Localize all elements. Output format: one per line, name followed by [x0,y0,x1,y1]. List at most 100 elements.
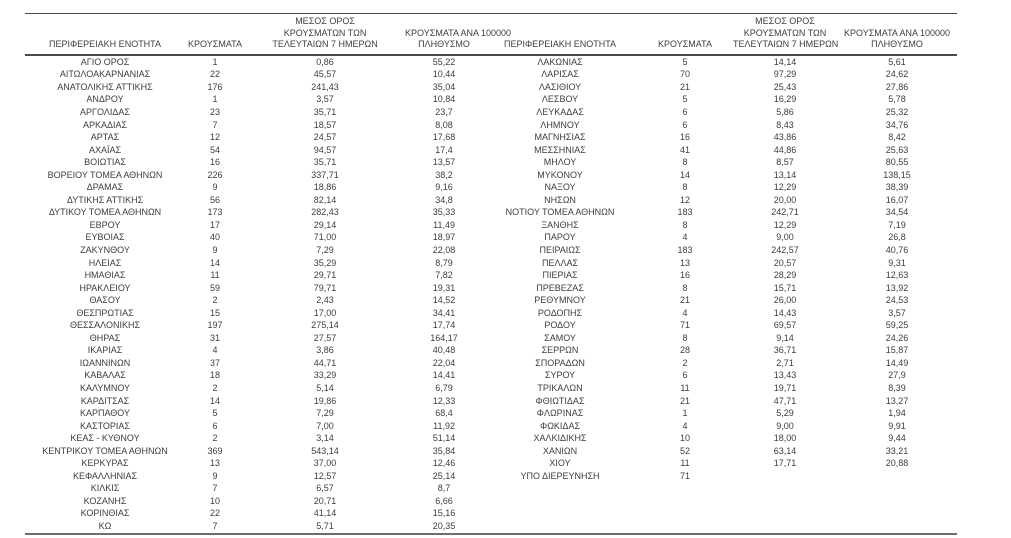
avg7-cell: 9,00 [776,420,794,431]
region-cell: ΠΕΙΡΑΙΩΣ [539,244,581,255]
cases-cell: 41 [679,144,690,155]
region-cell: ΚΙΛΚΙΣ [90,483,120,494]
cases-cell: 22 [210,508,221,519]
header-label-line: ΜΕΣΟΣ ΟΡΟΣ [295,16,355,26]
avg7-cell: 19,71 [773,383,797,393]
per100k-cell: 68,4 [435,408,453,419]
region-cell: ΑΡΓΟΛΙΔΑΣ [80,106,130,117]
cases-cell: 70 [679,69,690,80]
avg7-cell: 16,29 [773,94,797,105]
avg7-cell: 15,71 [773,282,797,293]
cases-cell: 5 [682,94,688,105]
per100k-cell: 23,7 [435,106,453,117]
table-row: ΚΟΖΑΝΗΣ 10 20,71 6,66 [25,495,957,508]
cases-cell: 16 [679,132,690,143]
cases-cell: 71 [679,470,690,481]
avg7-cell: 20,57 [773,257,797,268]
region-cell: ΜΥΚΟΝΟΥ [537,169,583,180]
avg7-cell: 79,71 [313,282,337,293]
avg7-cell: 8,43 [776,119,794,130]
header-label-line: ΠΛΗΘΥΣΜΟ [418,39,470,50]
cases-cell: 6 [682,119,688,130]
table-row: ΑΧΑΪΑΣ 54 94,57 17,4 ΜΕΣΣΗΝΙΑΣ 41 44,86 25,63 [25,144,957,157]
per100k-cell: 20,88 [885,458,909,469]
cases-cell: 4 [682,420,688,431]
cases-cell: 18 [210,370,221,381]
per100k-cell: 17,68 [432,132,456,143]
region-cell: ΚΑΣΤΟΡΙΑΣ [80,420,130,431]
region-cell: ΠΑΡΟΥ [544,232,576,243]
table-row: ΔΥΤΙΚΟΥ ΤΟΜΕΑ ΑΘΗΝΩΝ 173 282,43 35,33 ΝΟΤΙΟΥ… [25,206,957,219]
cases-cell: 52 [679,445,690,456]
table-row: ΘΕΣΣΑΛΟΝΙΚΗΣ 197 275,14 17,74 ΡΟΔΟΥ 71 69,57 59… [25,319,957,332]
region-cell: ΛΗΜΝΟΥ [540,119,580,130]
table-row: ΚΕΝΤΡΙΚΟΥ ΤΟΜΕΑ ΑΘΗΝΩΝ 369 543,14 35,84 ΧΑΝΙ… [25,445,957,458]
avg7-cell: 19,86 [313,395,337,406]
per100k-cell: 14,41 [432,370,456,381]
region-cell: ΗΜΑΘΙΑΣ [84,270,126,281]
region-cell: ΑΡΚΑΔΙΑΣ [82,119,128,130]
table-row: ΑΡΚΑΔΙΑΣ 7 18,57 8,08 ΛΗΜΝΟΥ 6 8,43 34,76 [25,119,957,132]
avg7-cell: 28,29 [773,270,797,281]
per100k-cell [837,482,957,495]
region-cell: ΣΥΡΟΥ [544,370,576,381]
region-cell: ΚΕΑΣ - ΚΥΘΝΟΥ [70,433,140,444]
avg7-cell: 12,57 [313,470,337,481]
per100k-cell: 10,84 [432,94,456,105]
per100k-cell: 17,74 [432,320,456,331]
cases-cell [637,482,733,495]
cases-cell: 16 [210,157,221,168]
cases-cell: 14 [210,395,221,406]
per100k-cell: 18,97 [432,232,456,243]
avg7-cell: 18,86 [313,182,337,193]
region-cell: ΑΓΙΟ ΟΡΟΣ [80,56,130,67]
per100k-cell: 33,21 [885,445,909,456]
cases-cell: 6 [212,420,218,431]
cases-cell: 11 [210,270,220,281]
header-label-line: ΠΛΗΘΥΣΜΟ [871,39,923,50]
cases-cell [637,520,733,534]
cases-cell: 37 [210,357,221,368]
avg7-cell: 241,43 [311,81,339,92]
cases-cell: 21 [679,81,690,92]
per100k-cell: 12,33 [432,395,456,406]
avg7-cell: 5,71 [316,521,334,532]
per100k-cell: 8,79 [435,257,453,268]
table-row: ΒΟΙΩΤΙΑΣ 16 35,71 13,57 ΜΗΛΟΥ 8 8,57 80,55 [25,156,957,169]
avg7-cell [733,520,837,534]
cases-cell: 21 [679,395,690,406]
per100k-cell: 24,26 [885,332,909,343]
avg7-cell: 12,29 [773,182,797,193]
per100k-cell: 138,15 [883,169,911,180]
table-row: ΘΗΡΑΣ 31 27,57 164,17 ΣΑΜΟΥ 8 9,14 24,26 [25,332,957,345]
region-cell: ΚΕΝΤΡΙΚΟΥ ΤΟΜΕΑ ΑΘΗΝΩΝ [42,445,168,456]
header-label: ΠΕΡΙΦΕΡΕΙΑΚΗ ΕΝΟΤΗΤΑ [504,39,617,50]
per100k-cell [837,470,957,483]
table-row: ΗΡΑΚΛΕΙΟΥ 59 79,71 19,31 ΠΡΕΒΕΖΑΣ 8 15,71 13,92 [25,282,957,295]
table-row: ΑΡΓΟΛΙΔΑΣ 23 35,71 23,7 ΛΕΥΚΑΔΑΣ 6 5,86 25,32 [25,106,957,119]
header-row: ΠΕΡΙΦΕΡΕΙΑΚΗ ΕΝΟΤΗΤΑ ΚΡΟΥΣΜΑΤΑ ΜΕΣΟΣ ΟΡΟ… [25,13,957,56]
header-label-line: ΜΕΣΟΣ ΟΡΟΣ [755,16,815,26]
per100k-cell: 14,52 [432,295,456,306]
avg7-cell: 17,00 [313,307,337,318]
per100k-cell [837,495,957,508]
avg7-cell: 44,71 [313,357,337,368]
avg7-cell: 20,00 [773,194,797,205]
avg7-cell: 5,29 [776,408,794,419]
table-row: ΚΕΦΑΛΛΗΝΙΑΣ 9 12,57 25,14 ΥΠΟ ΔΙΕΡΕΥΝΗΣΗ 71 [25,470,957,483]
cases-cell: 6 [682,106,688,117]
table-row: ΑΝΔΡΟΥ 1 3,57 10,84 ΛΕΣΒΟΥ 5 16,29 5,78 [25,93,957,106]
avg7-cell: 282,43 [311,207,339,218]
per100k-cell: 34,41 [432,307,456,318]
region-cell: ΡΕΘΥΜΝΟΥ [534,295,586,306]
cases-cell: 4 [682,307,688,318]
per100k-cell: 13,92 [885,282,909,293]
avg7-cell: 6,57 [316,483,334,494]
avg7-cell: 45,57 [313,69,337,80]
per100k-cell: 8,7 [437,483,451,494]
cases-cell: 8 [682,332,688,343]
region-cell: ΑΝΑΤΟΛΙΚΗΣ ΑΤΤΙΚΗΣ [57,81,153,92]
cases-cell: 173 [207,207,223,218]
region-cell [483,520,637,534]
cases-cell: 40 [210,232,221,243]
